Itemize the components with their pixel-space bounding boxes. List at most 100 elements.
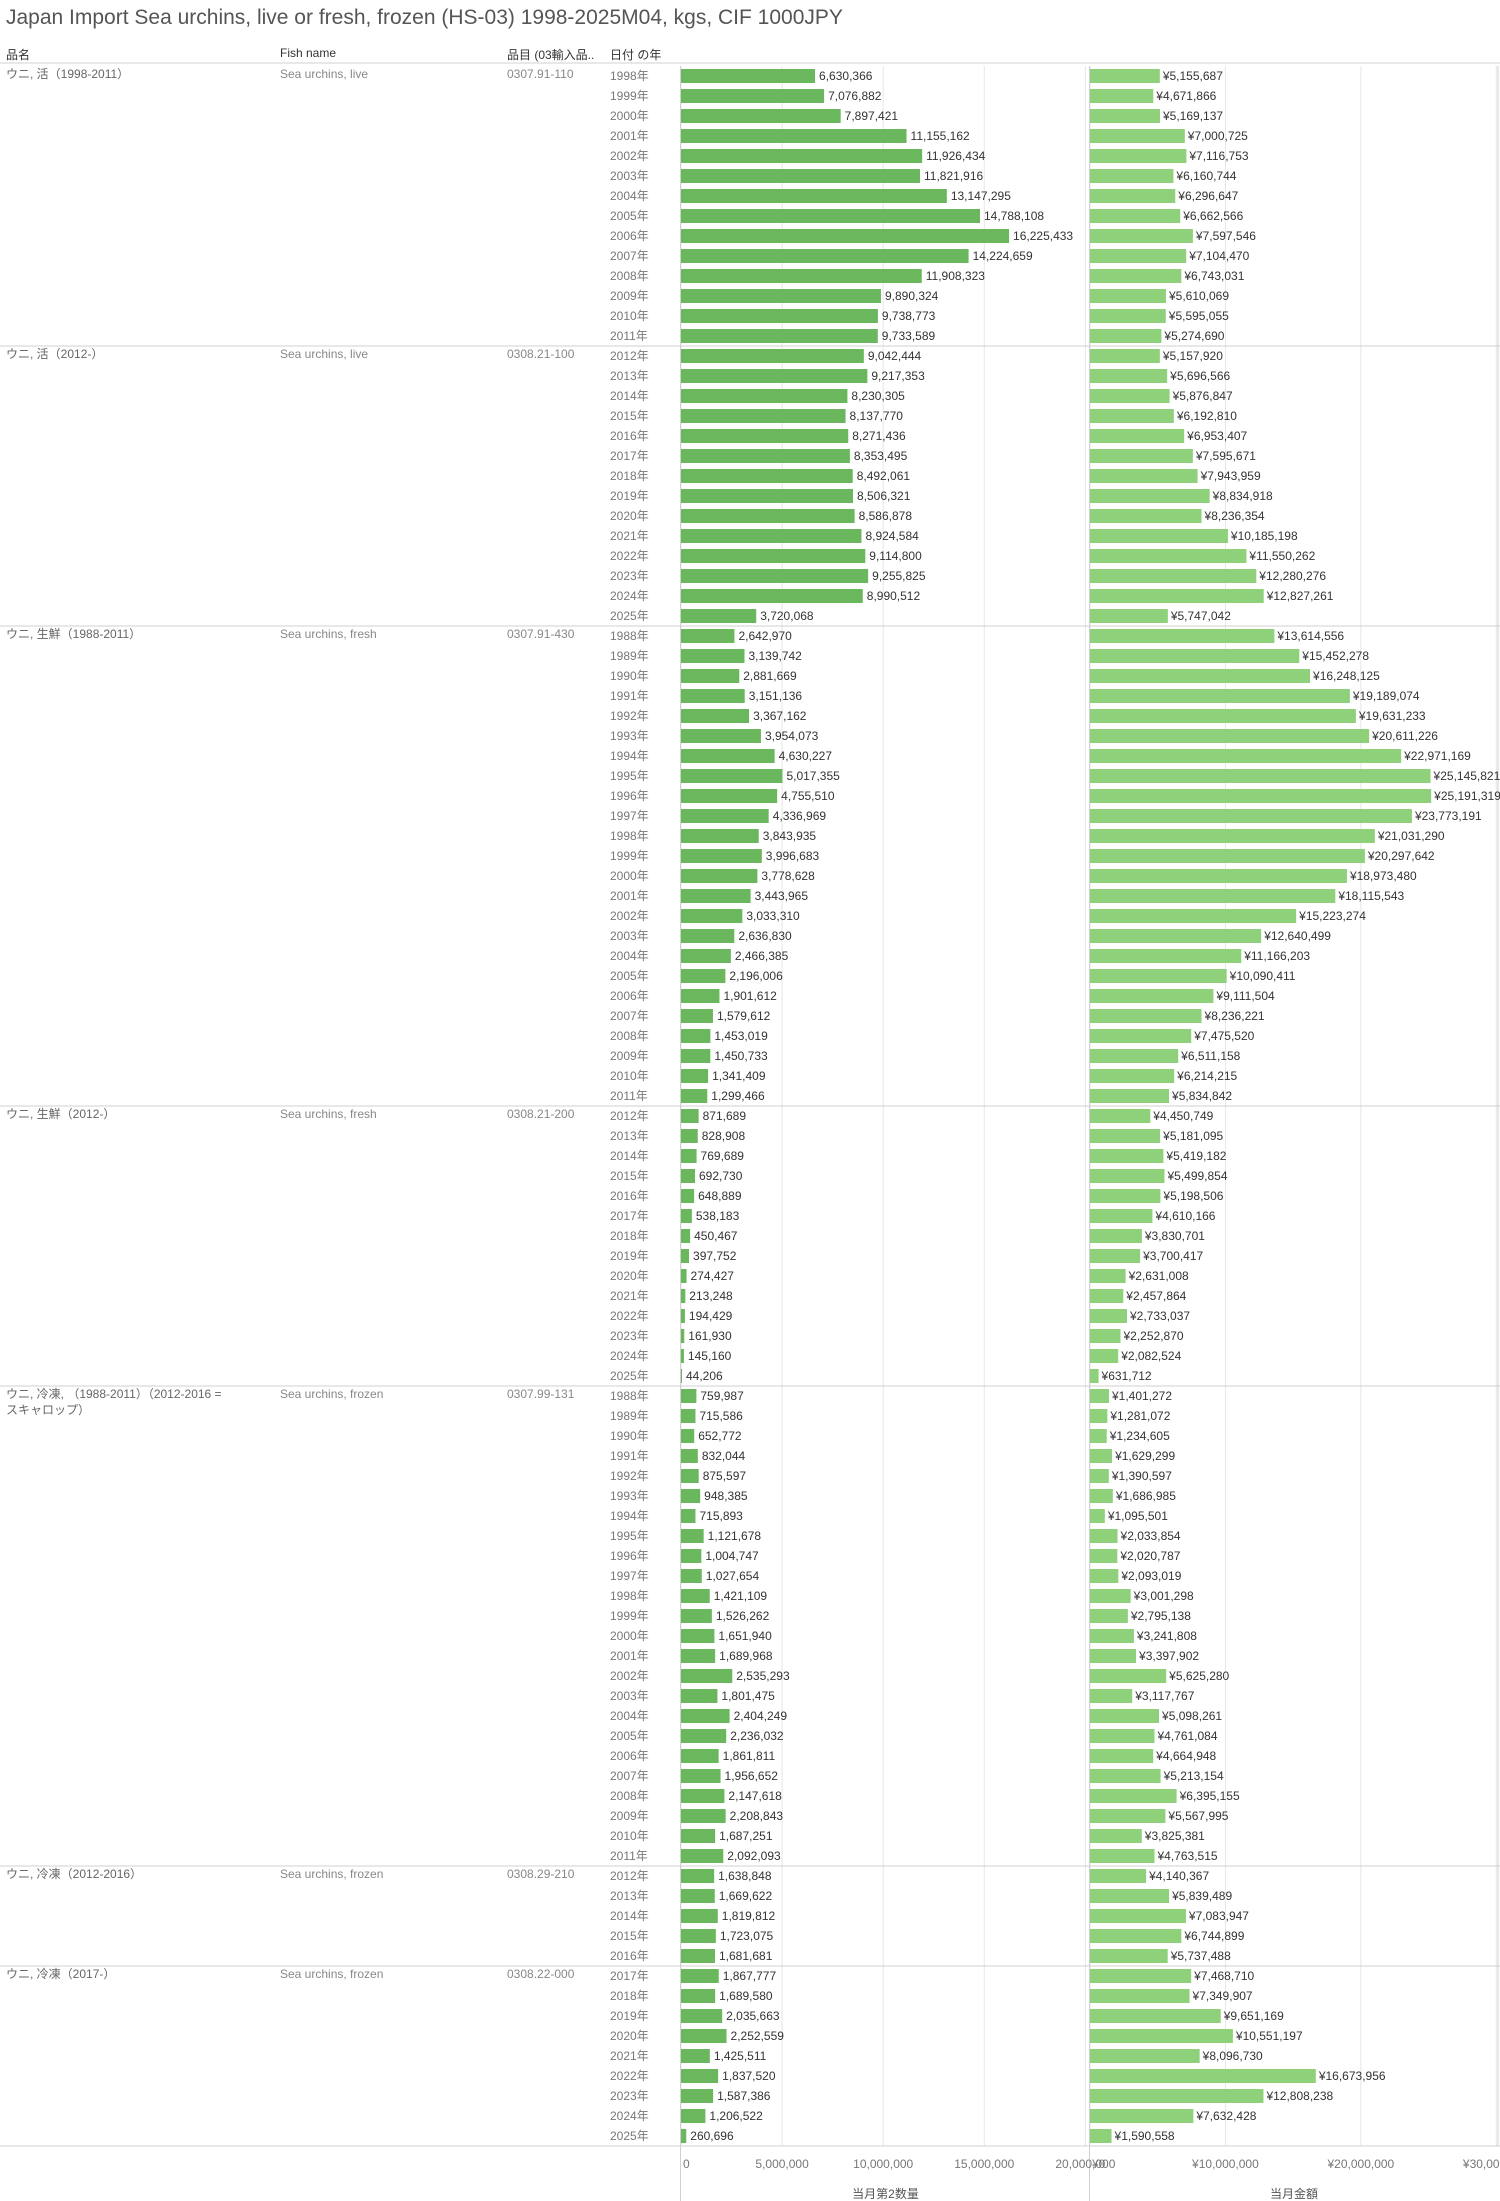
value-value-label: ¥6,511,158 [1180, 1049, 1240, 1063]
qty-value-label: 9,114,800 [869, 549, 922, 563]
qty-value-label: 2,236,032 [730, 1729, 784, 1743]
value-value-label: ¥5,155,687 [1162, 69, 1223, 83]
qty-bar [681, 109, 841, 123]
qty-value-label: 769,689 [701, 1149, 745, 1163]
qty-value-label: 161,930 [688, 1329, 732, 1343]
value-bar [1090, 409, 1174, 423]
qty-value-label: 871,689 [703, 1109, 747, 1123]
qty-value-label: 2,035,663 [726, 2009, 780, 2023]
qty-value-label: 8,492,061 [857, 469, 911, 483]
qty-value-label: 3,033,310 [746, 909, 800, 923]
qty-value-label: 194,429 [689, 1309, 733, 1323]
year-label: 2023年 [610, 569, 649, 583]
value-value-label: ¥1,390,597 [1111, 1469, 1172, 1483]
value-value-label: ¥12,280,276 [1258, 569, 1326, 583]
year-label: 2019年 [610, 2009, 649, 2023]
qty-value-label: 6,630,366 [819, 69, 873, 83]
value-bar [1090, 689, 1350, 703]
value-value-label: ¥5,213,154 [1163, 1769, 1224, 1783]
qty-bar [681, 1869, 715, 1883]
value-bar [1090, 129, 1185, 143]
year-label: 1999年 [610, 89, 649, 103]
qty-bar [681, 289, 881, 303]
year-label: 2013年 [610, 369, 649, 383]
qty-value-label: 3,720,068 [760, 609, 814, 623]
qty-value-label: 8,271,436 [852, 429, 906, 443]
qty-value-label: 2,636,830 [738, 929, 792, 943]
year-label: 2025年 [610, 1369, 649, 1383]
qty-bar [681, 1469, 699, 1483]
value-value-label: ¥4,664,948 [1155, 1749, 1216, 1763]
value-value-label: ¥7,468,710 [1193, 1969, 1254, 1983]
qty-value-label: 274,427 [691, 1269, 735, 1283]
year-label: 1997年 [610, 1569, 649, 1583]
qty-value-label: 1,669,622 [719, 1889, 773, 1903]
qty-value-label: 4,336,969 [773, 809, 827, 823]
year-label: 2007年 [610, 249, 649, 263]
year-label: 2004年 [610, 1709, 649, 1723]
year-label: 2007年 [610, 1009, 649, 1023]
value-value-label: ¥4,761,084 [1156, 1729, 1217, 1743]
qty-bar [681, 589, 863, 603]
value-value-label: ¥3,700,417 [1142, 1249, 1203, 1263]
year-label: 2018年 [610, 1229, 649, 1243]
qty-bar [681, 1889, 715, 1903]
year-label: 1999年 [610, 1609, 649, 1623]
qty-value-label: 213,248 [689, 1289, 733, 1303]
value-bar [1090, 1749, 1154, 1763]
value-value-label: ¥5,839,489 [1171, 1889, 1232, 1903]
value-value-label: ¥5,625,280 [1168, 1669, 1229, 1683]
value-bar [1090, 2069, 1316, 2083]
qty-value-label: 1,867,777 [723, 1969, 777, 1983]
value-bar [1090, 769, 1431, 783]
year-label: 2002年 [610, 909, 649, 923]
group-item-code: 0307.91-430 [507, 627, 575, 641]
year-label: 2003年 [610, 1689, 649, 1703]
value-value-label: ¥3,397,902 [1138, 1649, 1199, 1663]
value-value-label: ¥4,671,866 [1155, 89, 1216, 103]
qty-value-label: 1,526,262 [716, 1609, 770, 1623]
value-bar [1090, 429, 1185, 443]
value-bar [1090, 349, 1160, 363]
qty-value-label: 1,421,109 [714, 1589, 768, 1603]
qty-bar [681, 1149, 697, 1163]
value-bar [1090, 1349, 1119, 1363]
qty-bar [681, 1509, 696, 1523]
group-fish-name: Sea urchins, fresh [280, 627, 377, 641]
value-value-label: ¥4,450,749 [1152, 1109, 1213, 1123]
year-label: 1994年 [610, 749, 649, 763]
year-label: 1990年 [610, 669, 649, 683]
value-value-label: ¥3,001,298 [1133, 1589, 1194, 1603]
value-value-label: ¥20,297,642 [1367, 849, 1435, 863]
value-bar [1090, 1409, 1108, 1423]
year-label: 2013年 [610, 1129, 649, 1143]
year-label: 2025年 [610, 609, 649, 623]
year-label: 1998年 [610, 1589, 649, 1603]
header-year: 日付 の年 [610, 48, 662, 62]
qty-value-label: 9,738,773 [882, 309, 936, 323]
qty-value-label: 1,587,386 [717, 2089, 771, 2103]
value-value-label: ¥2,631,008 [1128, 1269, 1189, 1283]
group-item-code: 0308.29-210 [507, 1867, 575, 1881]
group-product-label: スキャロップ） [6, 1403, 90, 1417]
qty-value-label: 1,027,654 [706, 1569, 760, 1583]
value-bar [1090, 1609, 1128, 1623]
value-value-label: ¥1,095,501 [1107, 1509, 1168, 1523]
qty-bar [681, 1749, 719, 1763]
year-label: 2021年 [610, 529, 649, 543]
value-bar [1090, 2129, 1112, 2143]
qty-value-label: 1,681,681 [719, 1949, 773, 1963]
qty-bar [681, 1769, 721, 1783]
qty-bar [681, 1689, 718, 1703]
year-label: 2005年 [610, 1729, 649, 1743]
year-label: 2018年 [610, 1989, 649, 2003]
value-value-label: ¥5,169,137 [1162, 109, 1223, 123]
value-value-label: ¥5,834,842 [1171, 1089, 1232, 1103]
year-label: 2010年 [610, 1069, 649, 1083]
qty-value-label: 1,121,678 [708, 1529, 762, 1543]
value-value-label: ¥8,834,918 [1212, 489, 1273, 503]
qty-bar [681, 1089, 708, 1103]
value-value-label: ¥1,234,605 [1109, 1429, 1170, 1443]
year-label: 1991年 [610, 1449, 649, 1463]
value-value-label: ¥5,696,566 [1169, 369, 1230, 383]
